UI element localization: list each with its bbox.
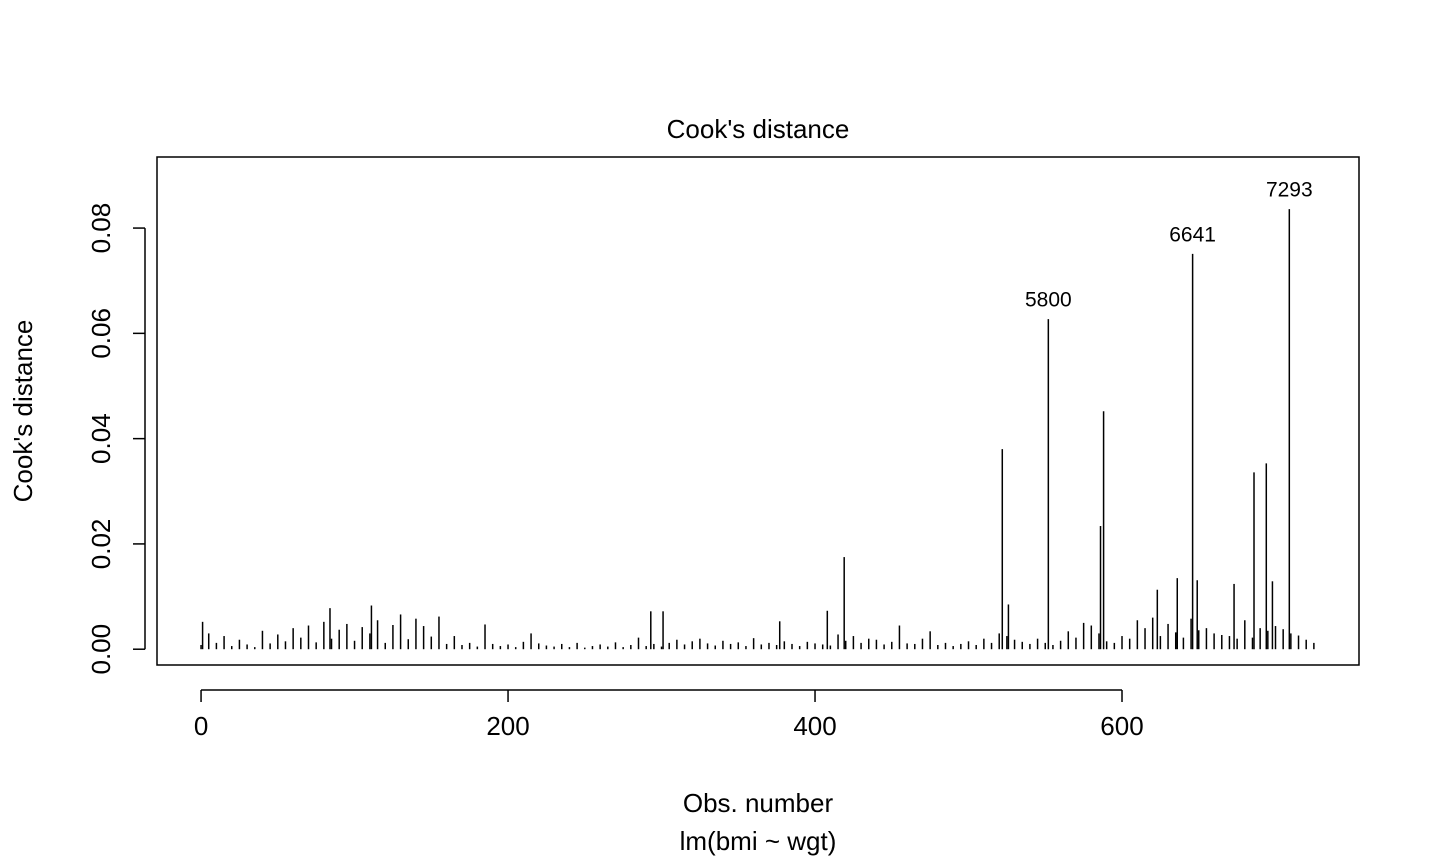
x-tick-label: 0 bbox=[194, 711, 208, 741]
point-label: 5800 bbox=[1025, 289, 1072, 312]
x-tick-label: 400 bbox=[793, 711, 836, 741]
plot-box bbox=[156, 156, 1360, 666]
x-axis-label: Obs. number bbox=[683, 788, 834, 818]
chart-title: Cook's distance bbox=[667, 114, 850, 144]
subtitle: lm(bmi ~ wgt) bbox=[680, 826, 837, 856]
y-tick-label: 0.06 bbox=[86, 308, 116, 359]
y-tick-label: 0.00 bbox=[86, 624, 116, 675]
x-tick-label: 200 bbox=[486, 711, 529, 741]
y-axis-label: Cook's distance bbox=[8, 320, 38, 503]
y-tick-label: 0.08 bbox=[86, 203, 116, 254]
point-label: 6641 bbox=[1169, 223, 1216, 246]
y-tick-label: 0.02 bbox=[86, 519, 116, 570]
point-label: 7293 bbox=[1266, 179, 1313, 202]
x-tick-label: 600 bbox=[1100, 711, 1143, 741]
y-tick-label: 0.04 bbox=[86, 413, 116, 464]
